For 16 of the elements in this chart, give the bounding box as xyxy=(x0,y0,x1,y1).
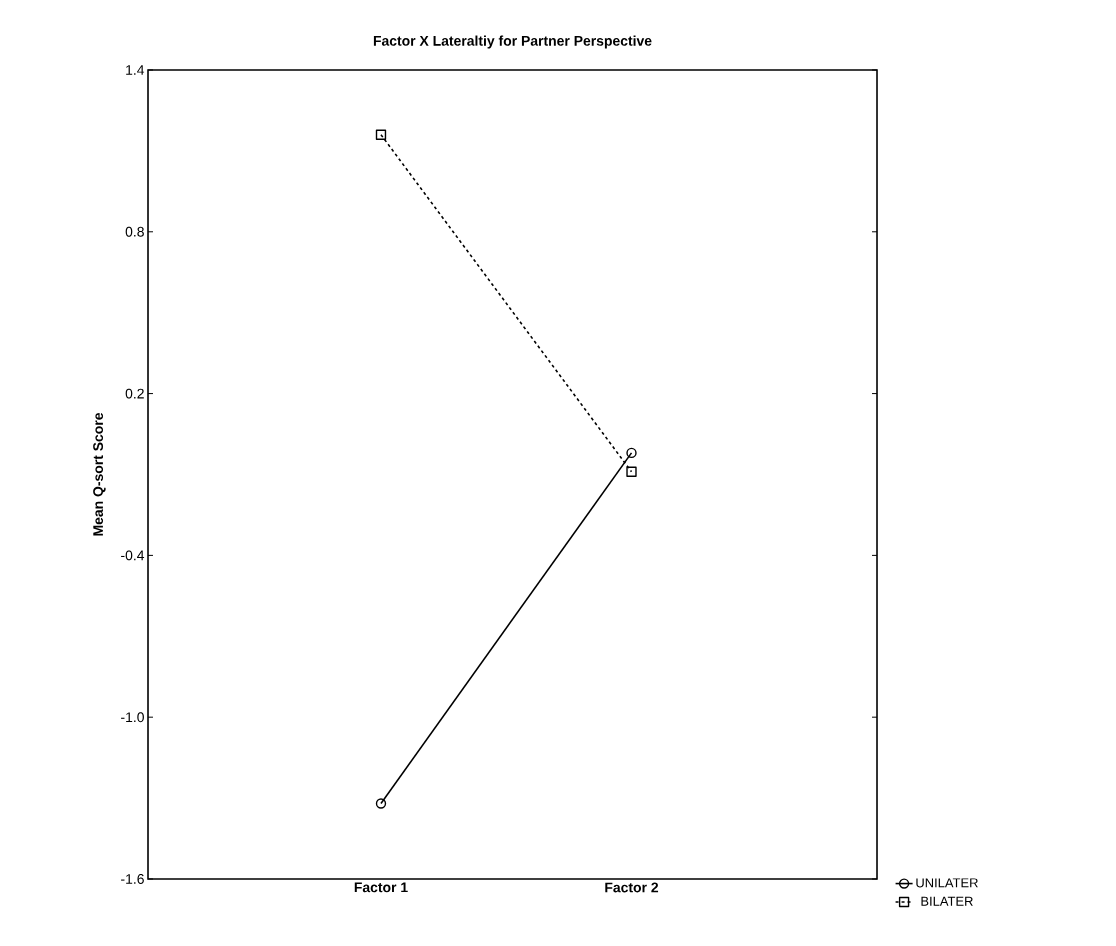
legend-label: BILATER xyxy=(921,896,973,906)
y-tick-label: 0.2 xyxy=(125,388,144,399)
y-axis-title: Mean Q-sort Score xyxy=(93,412,106,536)
x-tick-label: Factor 2 xyxy=(605,882,659,893)
legend-label: UNILATER xyxy=(916,878,978,888)
y-tick-label: 1.4 xyxy=(126,65,145,75)
point xyxy=(626,466,637,477)
y-tick-label: -1.0 xyxy=(121,712,144,723)
point xyxy=(375,798,387,809)
y-tick-label: -1.6 xyxy=(121,874,144,884)
point xyxy=(626,447,637,459)
chart-title: Factor X Lateraltiy for Partner Perspective xyxy=(373,35,652,49)
y-tick-label: -0.4 xyxy=(121,550,145,561)
x-tick-label: Factor 1 xyxy=(354,882,408,893)
point xyxy=(375,129,387,140)
y-tick-label: 0.8 xyxy=(125,226,144,237)
